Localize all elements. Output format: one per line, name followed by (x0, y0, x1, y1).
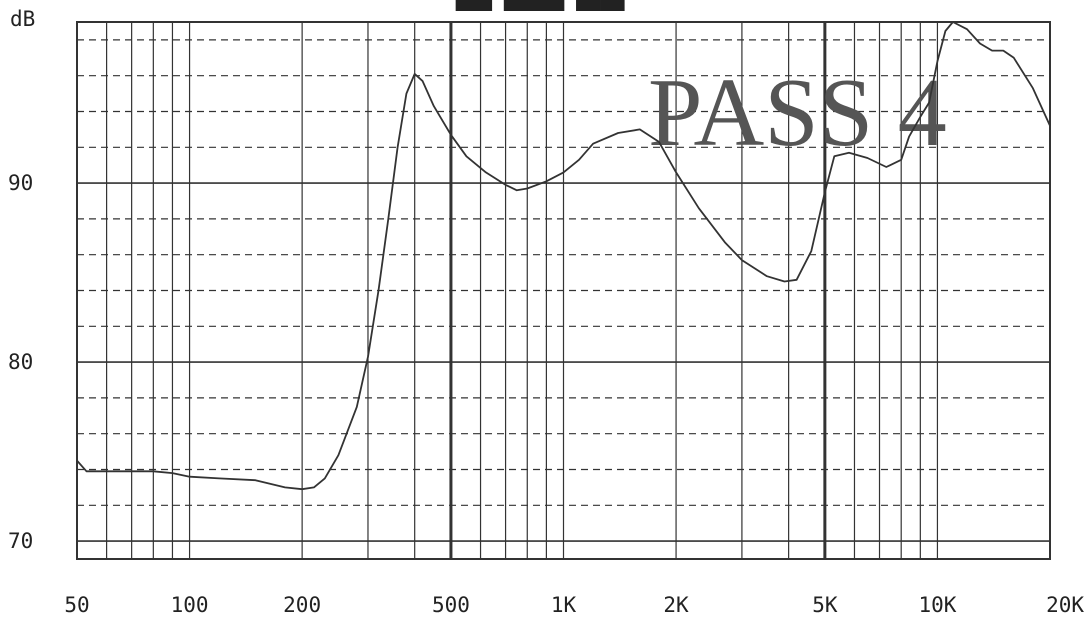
x-tick-label: 100 (171, 593, 209, 617)
x-tick-label: 1K (551, 593, 577, 617)
y-tick-label: 90 (8, 171, 33, 195)
y-tick-label: 80 (8, 350, 33, 374)
x-tick-label: 2K (663, 593, 689, 617)
plot-frame (76, 21, 1051, 560)
pass-annotation: PASS 4 (648, 59, 947, 167)
x-tick-label: 200 (283, 593, 321, 617)
x-tick-label: 500 (432, 593, 470, 617)
x-tick-label: 5K (812, 593, 838, 617)
x-tick-label: 50 (64, 593, 89, 617)
series-layer (76, 21, 1051, 491)
y-axis-ticks: 70 80 90 (8, 171, 33, 553)
y-tick-label: 70 (8, 529, 33, 553)
major-gridlines (77, 22, 1050, 559)
cropped-chart-title: ███ █████ ████ (455, 0, 626, 11)
x-axis-ticks: 50 100 200 500 1K 2K 5K 10K 20K (64, 593, 1084, 617)
x-tick-label: 10K (918, 593, 956, 617)
response-curve (76, 21, 1051, 491)
y-axis-label: dB (10, 7, 35, 31)
svg-text:███ █████ ████: ███ █████ ████ (455, 0, 626, 11)
x-tick-label: 20K (1046, 593, 1084, 617)
